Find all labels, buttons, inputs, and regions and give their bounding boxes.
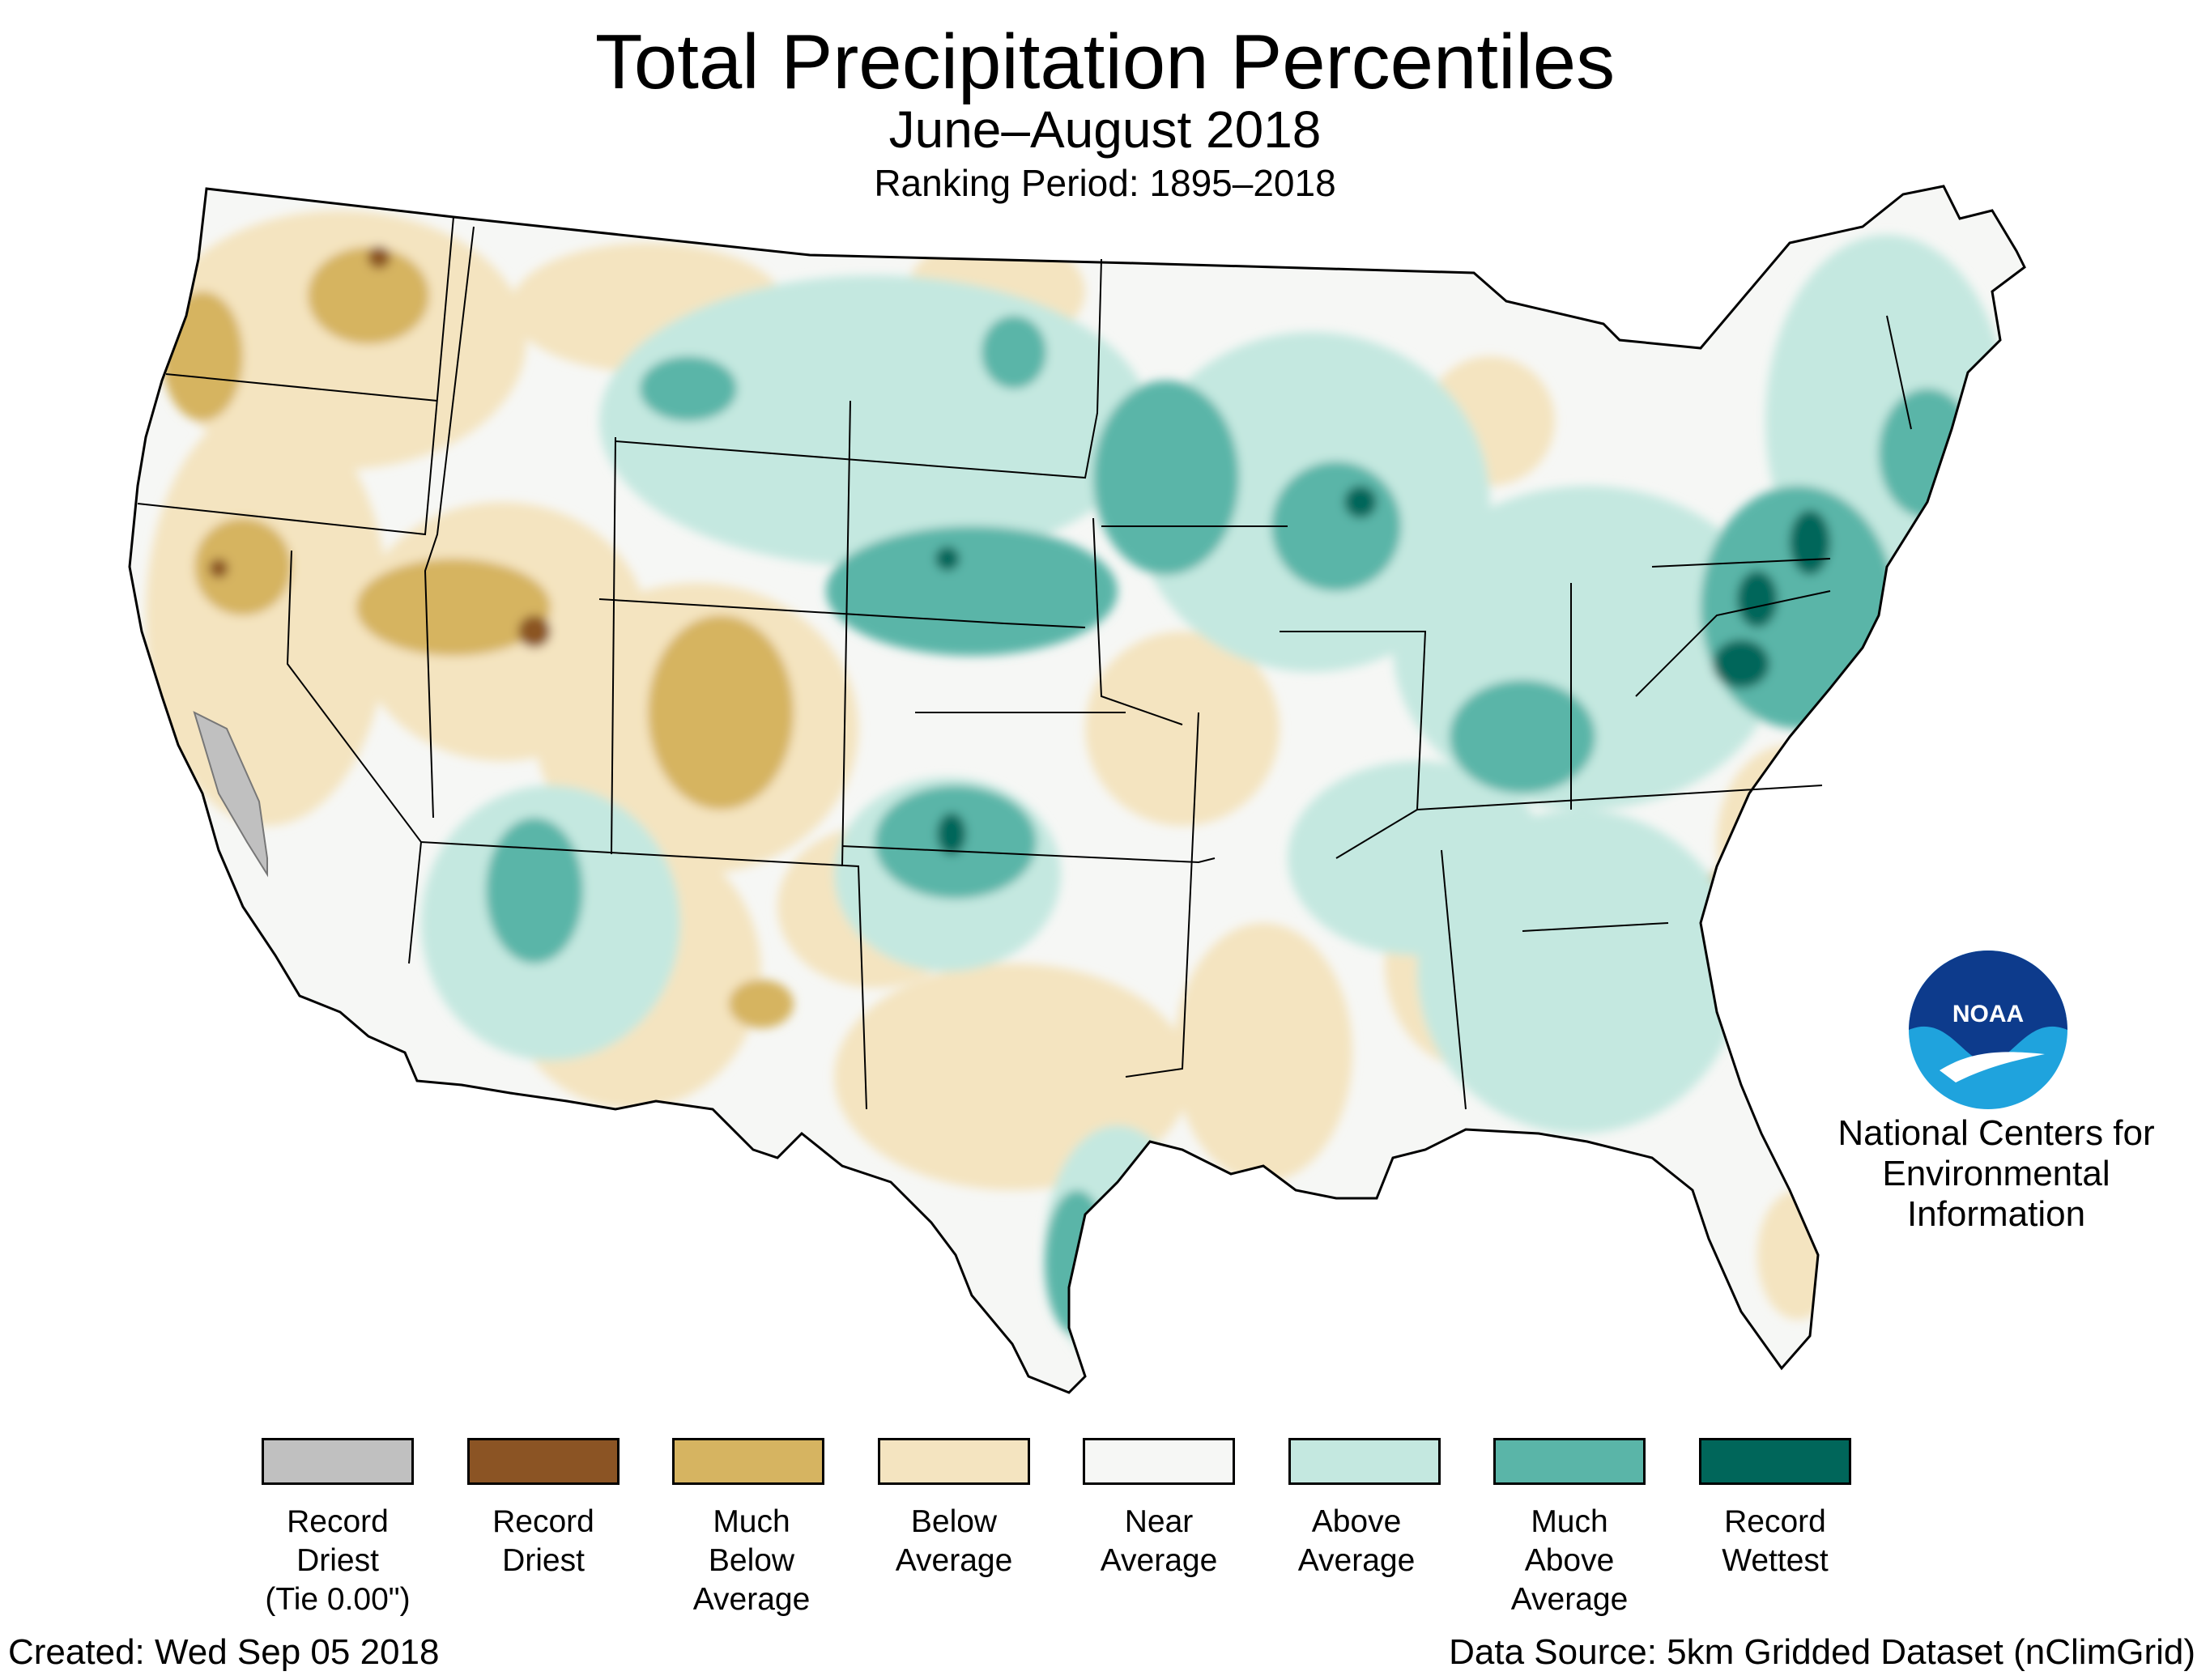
map-title: Total Precipitation Percentiles <box>594 19 1616 105</box>
data-source: Data Source: 5km Gridded Dataset (nClimG… <box>1449 1632 2195 1672</box>
created-date: Created: Wed Sep 05 2018 <box>8 1632 440 1672</box>
noaa-logo-text: NOAA <box>1952 1001 2024 1027</box>
noaa-logo: NOAA <box>1909 951 2067 1109</box>
org-line: Information <box>1906 1194 2086 1234</box>
org-line: Environmental <box>1882 1154 2110 1193</box>
organization-name: National Centers for Environmental Infor… <box>1806 1113 2187 1235</box>
org-line: National Centers for <box>1837 1113 2155 1153</box>
ranking-period: Ranking Period: 1895–2018 <box>874 162 1336 204</box>
map-subtitle: June–August 2018 <box>888 100 1322 159</box>
